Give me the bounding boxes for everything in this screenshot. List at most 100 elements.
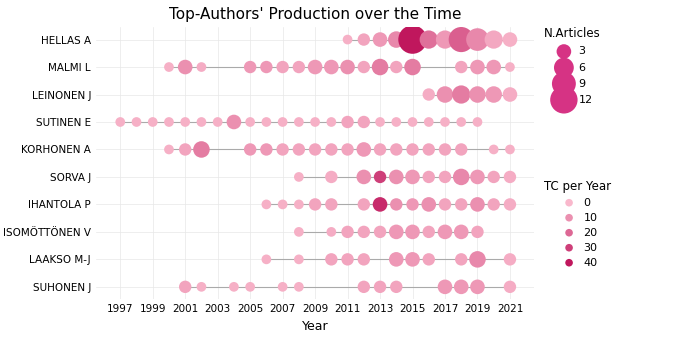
Point bbox=[277, 64, 288, 70]
Point bbox=[423, 92, 434, 97]
Point bbox=[504, 92, 515, 97]
Point bbox=[358, 202, 369, 207]
Point bbox=[228, 284, 239, 290]
Point bbox=[488, 147, 499, 152]
Point bbox=[245, 64, 256, 70]
Point bbox=[423, 174, 434, 180]
Point bbox=[504, 202, 515, 207]
Point bbox=[164, 64, 175, 70]
Point bbox=[310, 202, 321, 207]
Point bbox=[293, 64, 304, 70]
Point bbox=[179, 147, 190, 152]
Point bbox=[358, 257, 369, 262]
Point bbox=[472, 202, 483, 207]
Point bbox=[326, 202, 337, 207]
Point bbox=[358, 284, 369, 290]
Point bbox=[277, 119, 288, 125]
Point bbox=[440, 284, 451, 290]
Point bbox=[310, 64, 321, 70]
Point bbox=[488, 174, 499, 180]
Point bbox=[456, 202, 466, 207]
Point bbox=[326, 64, 337, 70]
Point bbox=[391, 64, 402, 70]
Point bbox=[472, 229, 483, 235]
Point bbox=[440, 147, 451, 152]
Point bbox=[391, 229, 402, 235]
Point bbox=[261, 257, 272, 262]
Point bbox=[423, 37, 434, 42]
Point bbox=[391, 147, 402, 152]
Point bbox=[326, 147, 337, 152]
Point bbox=[326, 119, 337, 125]
Point bbox=[358, 119, 369, 125]
Point bbox=[342, 257, 353, 262]
Point bbox=[456, 257, 466, 262]
Point bbox=[293, 284, 304, 290]
Point bbox=[358, 147, 369, 152]
Point bbox=[407, 119, 418, 125]
Point bbox=[391, 119, 402, 125]
Point bbox=[358, 229, 369, 235]
Point bbox=[196, 284, 207, 290]
Point bbox=[375, 37, 386, 42]
Point bbox=[326, 174, 337, 180]
Point bbox=[472, 64, 483, 70]
Point bbox=[407, 257, 418, 262]
Point bbox=[375, 284, 386, 290]
Point bbox=[196, 147, 207, 152]
Point bbox=[164, 147, 175, 152]
Point bbox=[342, 37, 353, 42]
Point bbox=[456, 174, 466, 180]
Point bbox=[342, 64, 353, 70]
Point bbox=[293, 202, 304, 207]
Point bbox=[261, 202, 272, 207]
Point bbox=[391, 202, 402, 207]
Point bbox=[440, 202, 451, 207]
Point bbox=[196, 119, 207, 125]
Point bbox=[407, 64, 418, 70]
Point bbox=[504, 37, 515, 42]
Point bbox=[391, 257, 402, 262]
Point bbox=[342, 229, 353, 235]
Point bbox=[391, 284, 402, 290]
Point bbox=[440, 229, 451, 235]
Point bbox=[212, 119, 223, 125]
Point bbox=[504, 147, 515, 152]
Point bbox=[440, 174, 451, 180]
Point bbox=[423, 202, 434, 207]
Point bbox=[472, 37, 483, 42]
Point bbox=[358, 37, 369, 42]
Point bbox=[196, 64, 207, 70]
Point bbox=[375, 174, 386, 180]
Point bbox=[504, 257, 515, 262]
Point bbox=[293, 119, 304, 125]
Point bbox=[342, 147, 353, 152]
Point bbox=[277, 202, 288, 207]
Point bbox=[504, 64, 515, 70]
Point bbox=[358, 64, 369, 70]
Point bbox=[456, 37, 466, 42]
Point bbox=[407, 37, 418, 42]
Point bbox=[277, 147, 288, 152]
Point bbox=[293, 229, 304, 235]
Point bbox=[375, 119, 386, 125]
Point bbox=[375, 64, 386, 70]
Point bbox=[456, 284, 466, 290]
Point bbox=[423, 119, 434, 125]
Point bbox=[375, 229, 386, 235]
Point bbox=[245, 119, 256, 125]
Point bbox=[310, 119, 321, 125]
Point bbox=[440, 92, 451, 97]
Point bbox=[261, 119, 272, 125]
Point bbox=[164, 119, 175, 125]
Point bbox=[115, 119, 126, 125]
Point bbox=[456, 229, 466, 235]
Point bbox=[504, 174, 515, 180]
Point bbox=[423, 229, 434, 235]
Point bbox=[179, 119, 190, 125]
Point bbox=[179, 284, 190, 290]
Point bbox=[179, 64, 190, 70]
Point bbox=[407, 147, 418, 152]
Point bbox=[326, 229, 337, 235]
Point bbox=[472, 119, 483, 125]
